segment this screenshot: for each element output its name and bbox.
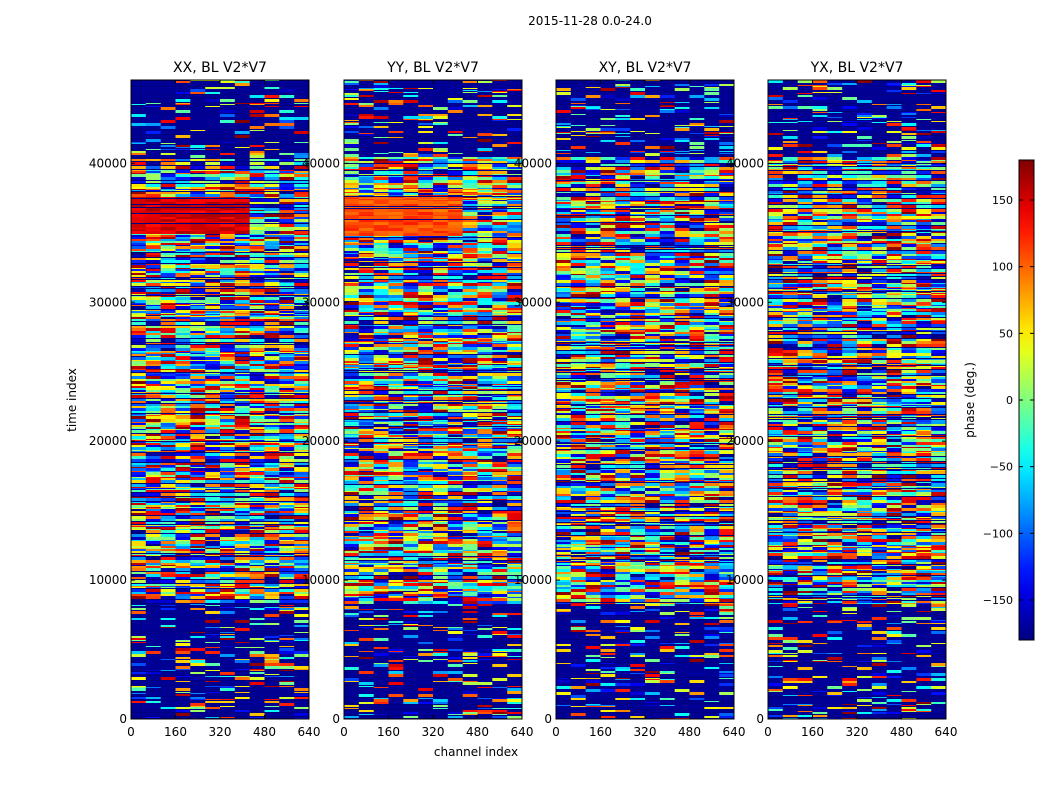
panel-1: XX, BL V2*V7 0 160 320 480 640 0 10000 20000 3000… (89, 60, 321, 739)
x-axis-label: channel index (434, 745, 518, 759)
panel-3: XY, BL V2*V7 0 160 320 480 640 0 10000 20000 3000… (514, 60, 746, 739)
y-tick-label: 0 (332, 712, 340, 726)
x-tick-label: 160 (801, 725, 824, 739)
x-tick-label: 640 (723, 725, 746, 739)
colorbar-tick-label: 0 (1006, 394, 1013, 407)
y-tick-label: 10000 (302, 573, 340, 587)
colorbar-tick-label: 50 (999, 327, 1013, 340)
x-tick-label: 640 (511, 725, 534, 739)
panel-2-image (344, 80, 522, 719)
x-tick-label: 480 (890, 725, 913, 739)
x-tick-label: 320 (422, 725, 445, 739)
x-tick-label: 640 (935, 725, 958, 739)
x-tick-label: 320 (634, 725, 657, 739)
x-tick-label: 160 (164, 725, 187, 739)
x-tick-label: 640 (298, 725, 321, 739)
y-tick-label: 0 (544, 712, 552, 726)
y-tick-label: 0 (756, 712, 764, 726)
x-tick-label: 320 (846, 725, 869, 739)
y-tick-label: 20000 (302, 434, 340, 448)
panel-title: XY, BL V2*V7 (599, 60, 692, 76)
x-tick-label: 160 (377, 725, 400, 739)
panel-3-image (556, 80, 734, 719)
x-tick-label: 480 (678, 725, 701, 739)
figure-suptitle: 2015-11-28 0.0-24.0 (528, 14, 652, 28)
colorbar-tick-label: 150 (992, 194, 1013, 207)
x-tick-label: 480 (466, 725, 489, 739)
y-tick-label: 10000 (89, 573, 127, 587)
y-tick-label: 30000 (514, 295, 552, 309)
x-tick-label: 160 (589, 725, 612, 739)
y-tick-label: 30000 (89, 295, 127, 309)
x-tick-label: 0 (552, 725, 560, 739)
panel-4: YX, BL V2*V7 0 160 320 480 640 0 10000 20000 3000… (726, 60, 958, 739)
y-tick-label: 20000 (726, 434, 764, 448)
colorbar-tick-label: 100 (992, 261, 1013, 274)
colorbar-tick-label: −100 (983, 527, 1013, 540)
colorbar: −150 −100 −50 0 50 100 150 phase (deg.) (963, 159, 1035, 641)
x-tick-label: 320 (209, 725, 232, 739)
x-tick-label: 0 (764, 725, 772, 739)
panel-4-image (768, 80, 946, 719)
panel-1-image (131, 80, 309, 719)
y-tick-label: 40000 (726, 156, 764, 170)
panel-title: YY, BL V2*V7 (386, 60, 479, 76)
y-tick-label: 0 (119, 712, 127, 726)
y-tick-label: 20000 (514, 434, 552, 448)
x-tick-label: 0 (340, 725, 348, 739)
colorbar-tick-label: −150 (983, 594, 1013, 607)
x-tick-label: 480 (253, 725, 276, 739)
y-tick-label: 30000 (726, 295, 764, 309)
panel-title: XX, BL V2*V7 (173, 60, 267, 76)
colorbar-tick-label: −50 (990, 461, 1013, 474)
y-tick-label: 40000 (89, 156, 127, 170)
y-tick-label: 40000 (302, 156, 340, 170)
y-tick-label: 30000 (302, 295, 340, 309)
y-tick-label: 10000 (726, 573, 764, 587)
x-tick-label: 0 (127, 725, 135, 739)
y-tick-label: 10000 (514, 573, 552, 587)
y-axis-label: time index (65, 368, 79, 432)
panel-title: YX, BL V2*V7 (810, 60, 904, 76)
y-tick-label: 20000 (89, 434, 127, 448)
colorbar-label: phase (deg.) (963, 362, 977, 438)
panel-2: YY, BL V2*V7 0 160 320 480 640 0 10000 20000 3000… (302, 60, 534, 739)
y-tick-label: 40000 (514, 156, 552, 170)
